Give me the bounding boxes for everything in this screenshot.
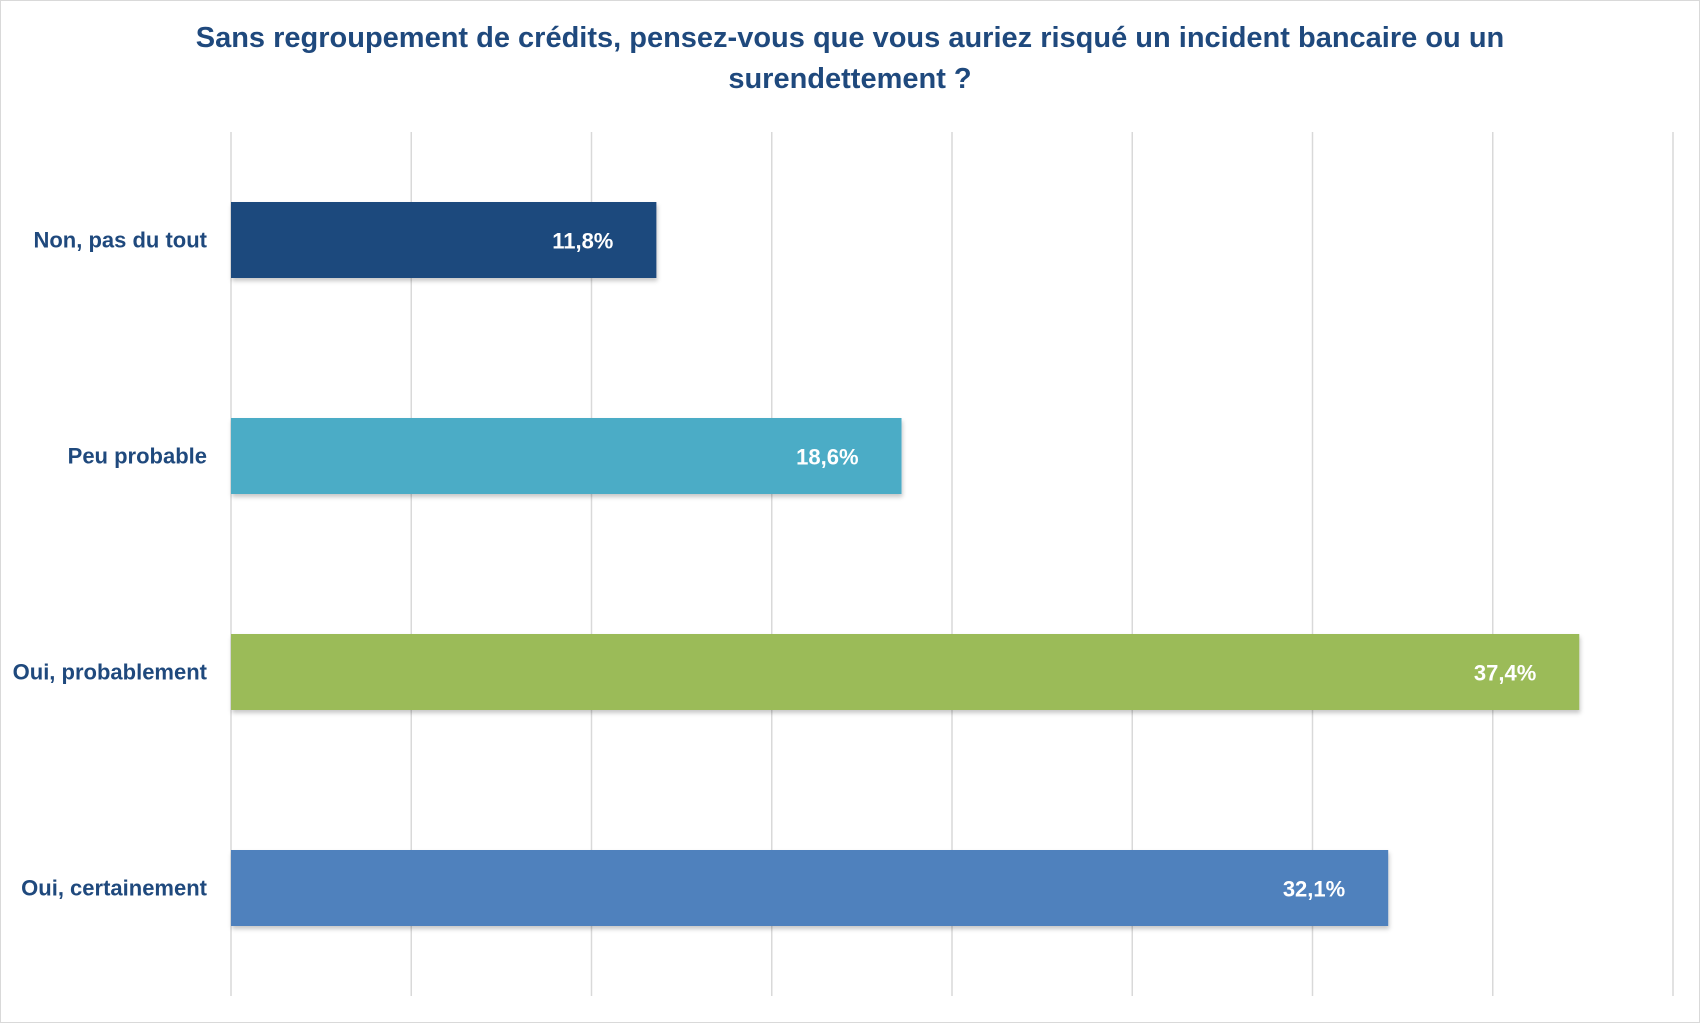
category-labels: Non, pas du tout Peu probable Oui, probabl… <box>13 228 208 901</box>
category-label: Oui, certainement <box>21 876 208 901</box>
category-label: Non, pas du tout <box>33 228 207 253</box>
category-label: Peu probable <box>68 444 207 469</box>
chart-title: Sans regroupement de crédits, pensez-vou… <box>195 22 1505 95</box>
bar <box>231 202 657 278</box>
value-labels: 11,8% 18,6% 37,4% 32,1% <box>552 229 1536 902</box>
bar <box>231 850 1389 926</box>
category-label: Oui, probablement <box>13 660 208 685</box>
value-label: 32,1% <box>1283 877 1345 902</box>
value-label: 11,8% <box>552 229 613 254</box>
value-label: 37,4% <box>1474 661 1536 686</box>
bar <box>231 418 902 494</box>
value-label: 18,6% <box>796 445 858 470</box>
bars <box>231 202 1580 926</box>
bar <box>231 634 1580 710</box>
